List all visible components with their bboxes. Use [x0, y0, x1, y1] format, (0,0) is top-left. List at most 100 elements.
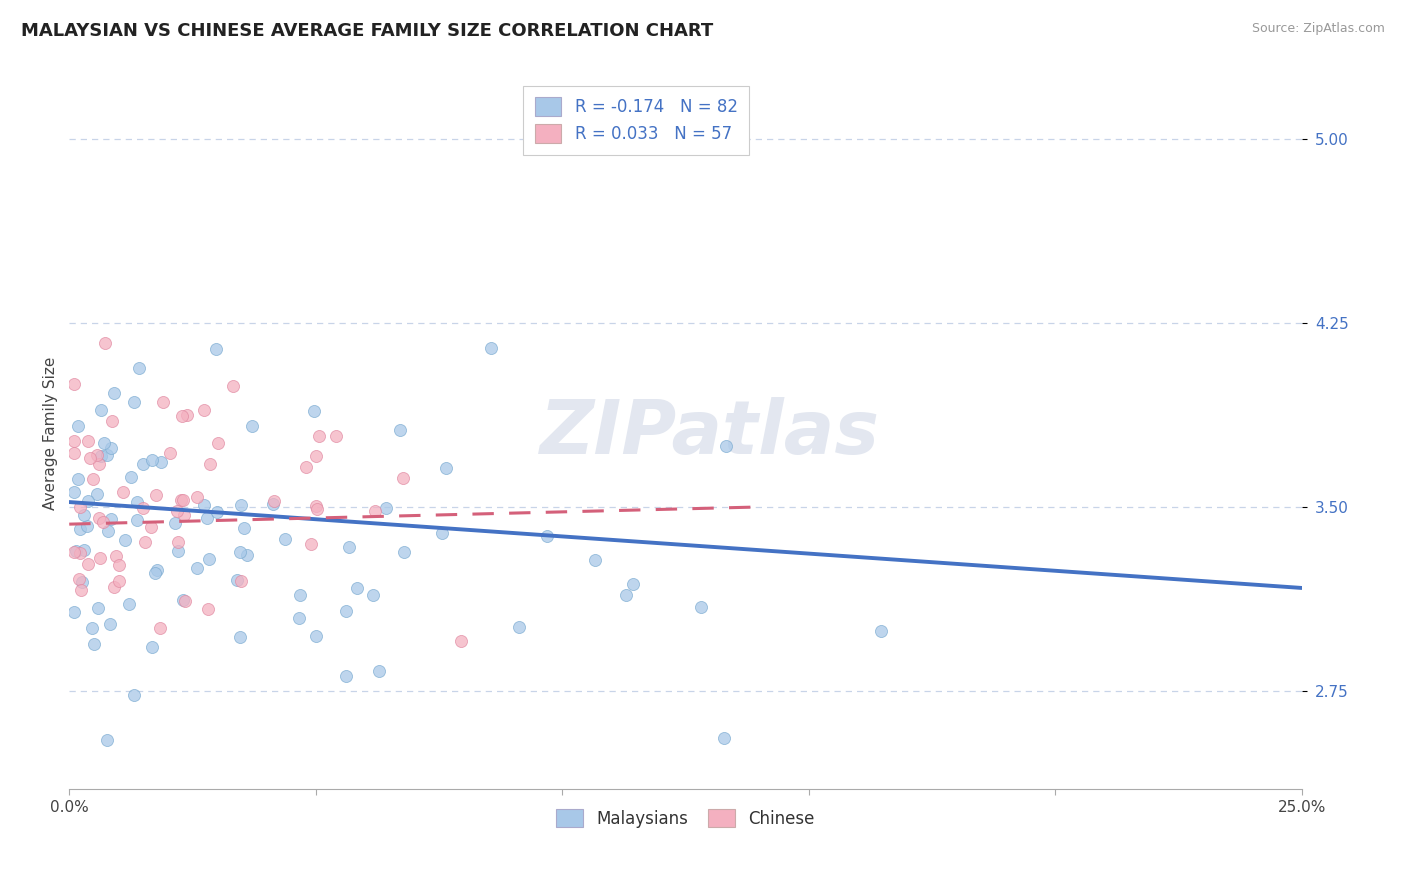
- Point: [93, 435, 115, 450]
- Point: [308, 429, 330, 443]
- Point: [79, 450, 101, 465]
- Point: [392, 471, 415, 485]
- Point: [143, 566, 166, 580]
- Point: [305, 629, 328, 643]
- Point: [713, 731, 735, 745]
- Point: [100, 441, 122, 455]
- Point: [172, 492, 194, 507]
- Point: [240, 419, 263, 434]
- Legend: Malaysians, Chinese: Malaysians, Chinese: [550, 802, 821, 834]
- Point: [96, 524, 118, 539]
- Point: [91, 515, 114, 529]
- Point: [132, 457, 155, 471]
- Point: [96, 449, 118, 463]
- Point: [104, 549, 127, 563]
- Point: [86, 487, 108, 501]
- Point: [82, 621, 104, 635]
- Point: [108, 574, 131, 589]
- Point: [122, 395, 145, 409]
- Point: [193, 403, 215, 417]
- Point: [127, 513, 149, 527]
- Point: [67, 572, 90, 586]
- Point: [207, 505, 229, 519]
- Point: [186, 561, 208, 575]
- Point: [195, 511, 218, 525]
- Point: [69, 522, 91, 536]
- Point: [176, 408, 198, 422]
- Point: [335, 669, 357, 683]
- Point: [479, 341, 502, 355]
- Point: [204, 342, 226, 356]
- Point: [139, 519, 162, 533]
- Point: [114, 533, 136, 547]
- Point: [167, 543, 190, 558]
- Point: [66, 418, 89, 433]
- Point: [388, 423, 411, 437]
- Point: [73, 508, 96, 522]
- Point: [70, 575, 93, 590]
- Point: [112, 484, 135, 499]
- Point: [288, 611, 311, 625]
- Point: [149, 621, 172, 635]
- Point: [614, 588, 637, 602]
- Point: [229, 630, 252, 644]
- Point: [172, 592, 194, 607]
- Point: [434, 461, 457, 475]
- Point: [364, 503, 387, 517]
- Point: [288, 588, 311, 602]
- Point: [229, 574, 252, 588]
- Point: [90, 449, 112, 463]
- Point: [69, 545, 91, 559]
- Point: [77, 494, 100, 508]
- Point: [262, 497, 284, 511]
- Point: [170, 409, 193, 424]
- Point: [134, 535, 156, 549]
- Point: [63, 446, 86, 460]
- Point: [197, 551, 219, 566]
- Point: [335, 604, 357, 618]
- Point: [63, 376, 86, 391]
- Point: [361, 588, 384, 602]
- Point: [233, 521, 256, 535]
- Point: [96, 733, 118, 747]
- Point: [100, 512, 122, 526]
- Point: [714, 439, 737, 453]
- Point: [307, 502, 329, 516]
- Point: [77, 557, 100, 571]
- Point: [159, 446, 181, 460]
- Point: [145, 488, 167, 502]
- Point: [367, 664, 389, 678]
- Point: [186, 491, 208, 505]
- Point: [89, 551, 111, 566]
- Point: [89, 458, 111, 472]
- Point: [346, 581, 368, 595]
- Text: MALAYSIAN VS CHINESE AVERAGE FAMILY SIZE CORRELATION CHART: MALAYSIAN VS CHINESE AVERAGE FAMILY SIZE…: [21, 22, 713, 40]
- Point: [67, 472, 90, 486]
- Point: [127, 495, 149, 509]
- Text: Source: ZipAtlas.com: Source: ZipAtlas.com: [1251, 22, 1385, 36]
- Point: [150, 455, 173, 469]
- Point: [263, 494, 285, 508]
- Point: [77, 434, 100, 449]
- Text: ZIPatlas: ZIPatlas: [540, 397, 880, 470]
- Point: [870, 624, 893, 639]
- Point: [152, 395, 174, 409]
- Point: [229, 545, 252, 559]
- Point: [76, 519, 98, 533]
- Point: [274, 532, 297, 546]
- Point: [430, 526, 453, 541]
- Point: [621, 577, 644, 591]
- Point: [128, 361, 150, 376]
- Point: [132, 501, 155, 516]
- Point: [69, 500, 91, 515]
- Point: [120, 470, 142, 484]
- Point: [87, 511, 110, 525]
- Point: [63, 434, 86, 448]
- Point: [65, 544, 87, 558]
- Point: [207, 436, 229, 450]
- Point: [508, 619, 530, 633]
- Point: [374, 500, 396, 515]
- Point: [325, 428, 347, 442]
- Point: [450, 634, 472, 648]
- Point: [197, 602, 219, 616]
